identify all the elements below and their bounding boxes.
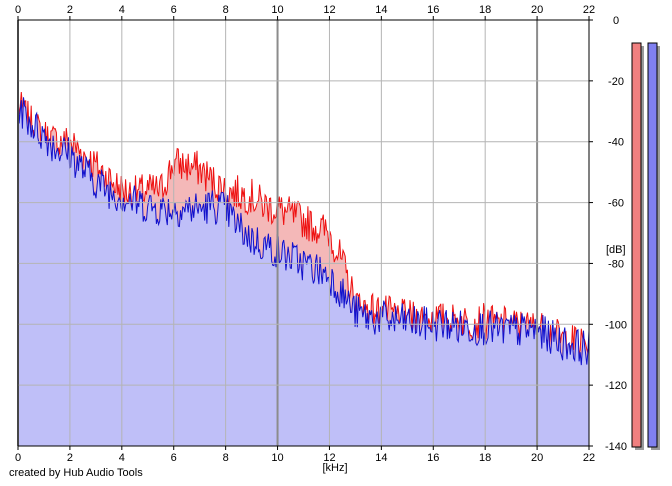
- x-tick-label: 8: [223, 4, 229, 16]
- series-2-line: [17, 87, 590, 366]
- x-tick-label: 14: [375, 452, 387, 464]
- x-tick-label: 10: [271, 4, 283, 16]
- y-axis-label: [dB]: [606, 244, 626, 256]
- axes-layer: 002244668810101212141416161818202022220-…: [15, 4, 627, 464]
- x-tick-label: 0: [15, 452, 21, 464]
- y-tick-label: -100: [605, 319, 627, 331]
- x-tick-label: 12: [323, 4, 335, 16]
- x-tick-label: 20: [531, 452, 543, 464]
- x-tick-label: 10: [271, 452, 283, 464]
- x-tick-label: 18: [479, 452, 491, 464]
- x-tick-label: 22: [583, 4, 595, 16]
- x-tick-label: 8: [223, 452, 229, 464]
- plot-frame: [17, 19, 590, 447]
- x-tick-label: 20: [531, 4, 543, 16]
- series-2-area: [18, 87, 589, 446]
- y-tick-label: -140: [605, 441, 627, 453]
- level-meter-1: [631, 42, 642, 448]
- x-tick-label: 16: [427, 452, 439, 464]
- x-tick-label: 2: [67, 452, 73, 464]
- x-tick-label: 6: [171, 4, 177, 16]
- x-tick-label: 4: [119, 452, 125, 464]
- y-tick-label: -80: [608, 258, 624, 270]
- grid-layer: [17, 19, 590, 447]
- y-tick-label: -40: [608, 137, 624, 149]
- x-tick-label: 4: [119, 4, 125, 16]
- x-tick-label: 16: [427, 4, 439, 16]
- x-axis-label: [kHz]: [322, 462, 347, 474]
- y-tick-label: -120: [605, 380, 627, 392]
- level-meter-2: [647, 42, 658, 448]
- x-tick-label: 2: [67, 4, 73, 16]
- x-tick-label: 18: [479, 4, 491, 16]
- credit-text: created by Hub Audio Tools: [9, 467, 143, 479]
- series-layer: [17, 87, 590, 446]
- level-meters: [631, 42, 660, 450]
- y-tick-label: 0: [613, 15, 619, 27]
- y-tick-label: -20: [608, 76, 624, 88]
- x-tick-label: 12: [323, 452, 335, 464]
- x-tick-label: 22: [583, 452, 595, 464]
- series-1-line: [17, 91, 590, 360]
- x-tick-label: 6: [171, 452, 177, 464]
- x-tick-label: 0: [15, 4, 21, 16]
- y-tick-label: -60: [608, 198, 624, 210]
- x-tick-label: 14: [375, 4, 387, 16]
